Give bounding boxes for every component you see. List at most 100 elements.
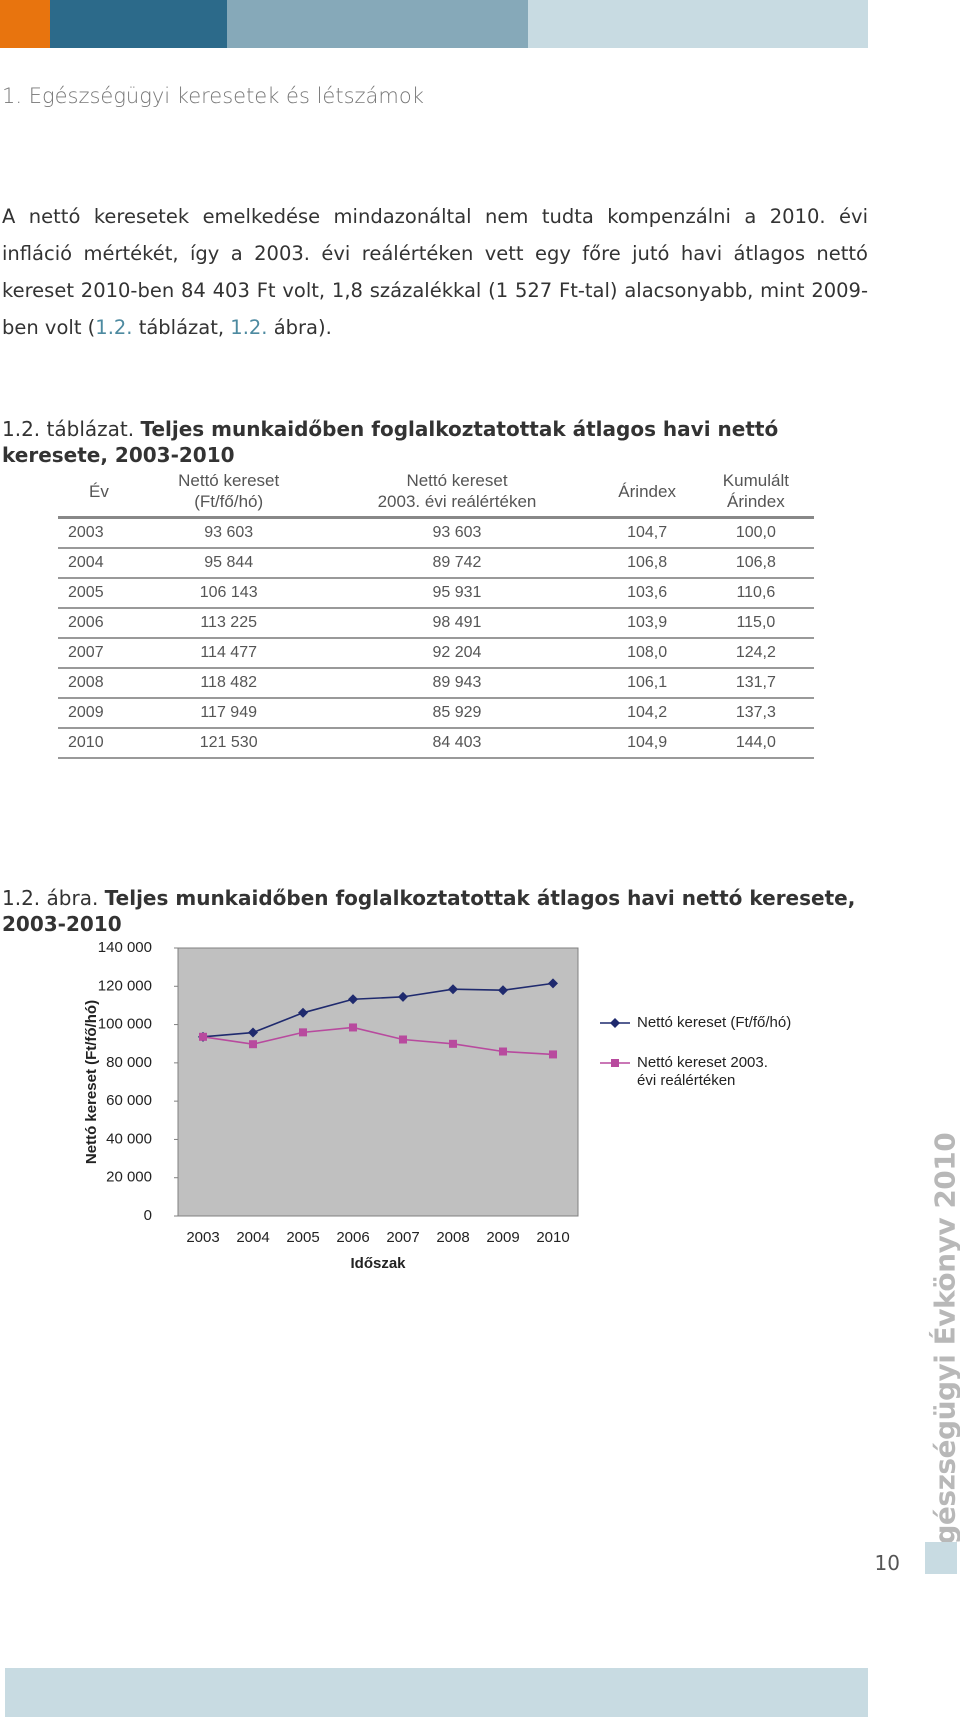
decor-square xyxy=(925,1542,957,1574)
caption-label: 1.2. ábra. xyxy=(2,886,99,910)
table-row: 2010 121 530 84 403 104,9 144,0 xyxy=(58,728,814,759)
point xyxy=(448,984,458,995)
table-cell: 131,7 xyxy=(697,668,814,699)
column-header: Év xyxy=(58,468,140,519)
table-cell: 2007 xyxy=(58,638,140,669)
table-cell: 2010 xyxy=(58,728,140,759)
header-bar xyxy=(227,0,528,48)
table-cell: 2005 xyxy=(58,578,140,609)
table-cell: 93 603 xyxy=(139,517,318,549)
y-axis-title: Nettó kereset (Ft/fő/hó) xyxy=(83,1000,100,1164)
table-cell: 104,7 xyxy=(596,517,698,549)
table-row: 2003 93 603 93 603 104,7 100,0 xyxy=(58,517,814,549)
x-tick-label: 2007 xyxy=(386,1229,419,1246)
table-cell: 106,8 xyxy=(596,548,698,579)
x-tick-label: 2009 xyxy=(486,1229,519,1246)
x-tick-label: 2010 xyxy=(536,1229,569,1246)
chart: 0 20 000 40 000 60 000 80 000 100 000 120 000 1… xyxy=(83,939,579,1272)
point xyxy=(199,1032,207,1041)
table-cell: 110,6 xyxy=(697,578,814,609)
y-tick-label: 20 000 xyxy=(106,1169,152,1186)
section-heading: 1. Egészségügyi keresetek és létszámok xyxy=(2,84,424,108)
table-cell: 106,8 xyxy=(697,548,814,579)
table-cell: 104,9 xyxy=(596,728,698,759)
table-cell: 106 143 xyxy=(139,578,318,609)
header-line: Év xyxy=(89,481,109,501)
x-axis-title: Időszak xyxy=(350,1255,406,1272)
table-cell: 92 204 xyxy=(317,638,597,669)
text: táblázat, xyxy=(132,316,231,339)
point xyxy=(399,1035,407,1044)
point xyxy=(499,1047,507,1056)
x-tick-label: 2004 xyxy=(236,1229,269,1246)
table-row: 2005 106 143 95 931 103,6 110,6 xyxy=(58,578,814,609)
y-tick-label: 120 000 xyxy=(98,977,152,994)
point xyxy=(498,985,508,996)
table-cell: 121 530 xyxy=(139,728,318,759)
header-line: Kumulált xyxy=(722,471,789,490)
table-row: 2006 113 225 98 491 103,9 115,0 xyxy=(58,608,814,639)
legend-symbol xyxy=(610,1018,620,1028)
x-tick-label: 2006 xyxy=(336,1229,369,1246)
reference-link[interactable]: 1.2. xyxy=(230,316,268,339)
footer-bar xyxy=(5,1668,868,1717)
table-cell: 2008 xyxy=(58,668,140,699)
legend-label: Nettó kereset 2003. évi reálértéken xyxy=(637,1054,768,1089)
point xyxy=(299,1028,307,1037)
table-row: 2007 114 477 92 204 108,0 124,2 xyxy=(58,638,814,669)
chart-container: 0 20 000 40 000 60 000 80 000 100 000 120 000 1… xyxy=(60,930,820,1290)
point xyxy=(348,994,358,1005)
table-cell: 95 931 xyxy=(317,578,597,609)
x-tick-label: 2005 xyxy=(286,1229,319,1246)
series-line xyxy=(202,1026,554,1056)
y-tick-label: 100 000 xyxy=(98,1016,152,1033)
y-tick-label: 0 xyxy=(144,1207,152,1224)
point xyxy=(249,1040,257,1049)
series-line xyxy=(202,982,554,1038)
table-cell: 117 949 xyxy=(139,698,318,729)
table-cell: 2003 xyxy=(58,517,140,549)
table-row: 2004 95 844 89 742 106,8 106,8 xyxy=(58,548,814,579)
plot-area xyxy=(177,947,579,1217)
column-header: Kumulált Árindex xyxy=(697,468,814,519)
table-cell: 115,0 xyxy=(697,608,814,639)
table-cell: 124,2 xyxy=(697,638,814,669)
column-header: Nettó kereset (Ft/fő/hó) xyxy=(139,468,318,519)
table-cell: 113 225 xyxy=(139,608,318,639)
table-cell: 106,1 xyxy=(596,668,698,699)
figure-caption: 1.2. ábra. Teljes munkaidőben foglalkozt… xyxy=(2,885,872,937)
column-header: Nettó kereset 2003. évi reálértéken xyxy=(317,468,597,519)
table-cell: 2009 xyxy=(58,698,140,729)
point xyxy=(398,991,408,1002)
table-caption: 1.2. táblázat. Teljes munkaidőben foglal… xyxy=(2,416,872,468)
point xyxy=(449,1039,457,1048)
table-row: 2009 117 949 85 929 104,2 137,3 xyxy=(58,698,814,729)
point xyxy=(298,1007,308,1018)
y-tick-label: 80 000 xyxy=(106,1054,152,1071)
table-cell: 114 477 xyxy=(139,638,318,669)
table-row: 2008 118 482 89 943 106,1 131,7 xyxy=(58,668,814,699)
table-cell: 144,0 xyxy=(697,728,814,759)
table-cell: 104,2 xyxy=(596,698,698,729)
side-title: Egészségügyi Évkönyv 2010 xyxy=(928,1132,960,1564)
table-cell: 103,6 xyxy=(596,578,698,609)
point xyxy=(349,1023,357,1032)
table-cell: 100,0 xyxy=(697,517,814,549)
header-line: Nettó kereset xyxy=(178,471,280,490)
data-table: Év Nettó kereset (Ft/fő/hó) Nettó kereset 20… xyxy=(58,468,814,759)
point xyxy=(248,1027,258,1038)
table-cell: 103,9 xyxy=(596,608,698,639)
point xyxy=(548,978,558,989)
caption-label: 1.2. táblázat. xyxy=(2,417,135,441)
legend-symbol xyxy=(611,1059,619,1067)
table-cell: 137,3 xyxy=(697,698,814,729)
header-line: Árindex xyxy=(618,481,676,501)
table-cell: 98 491 xyxy=(317,608,597,639)
table-cell: 89 943 xyxy=(317,668,597,699)
x-tick-label: 2008 xyxy=(436,1229,469,1246)
reference-link[interactable]: 1.2. xyxy=(95,316,133,339)
y-tick-label: 40 000 xyxy=(106,1130,152,1147)
caption-title: Teljes munkaidőben foglalkoztatottak átl… xyxy=(2,886,856,936)
header-line: 2003. évi reálértéken xyxy=(377,492,537,511)
